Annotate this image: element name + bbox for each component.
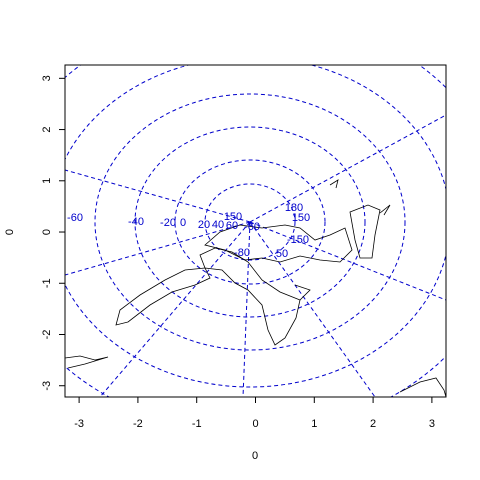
graticule-label: 20 (198, 219, 210, 231)
graticule-label: 180 (285, 202, 303, 214)
graticule-label: 0 (180, 217, 186, 229)
graticule-label: 60 (226, 220, 238, 232)
x-tick-label: -2 (133, 418, 143, 430)
y-tick-label: 0 (41, 229, 53, 235)
graticule-label: 150 (292, 212, 310, 224)
y-tick-label: 1 (41, 178, 53, 184)
x-tick-label: -1 (192, 418, 202, 430)
x-tick-label: 0 (252, 418, 258, 430)
x-axis-label: 0 (252, 450, 258, 462)
graticule (65, 65, 446, 397)
graticule-label: -20 (160, 217, 176, 229)
graticule-label: -80 (234, 247, 250, 259)
x-tick-label: 2 (370, 418, 376, 430)
graticule-label: -40 (128, 216, 144, 228)
y-tick-label: -3 (41, 381, 53, 391)
y-tick-label: 3 (41, 75, 53, 81)
graticule-label: -150 (287, 234, 309, 246)
graticule-label: -60 (67, 212, 83, 224)
x-tick-label: -3 (74, 418, 84, 430)
y-tick-label: 2 (41, 126, 53, 132)
y-tick-label: -1 (41, 278, 53, 288)
y-axis-label: 0 (4, 229, 16, 235)
x-tick-label: 1 (311, 418, 317, 430)
coastlines (65, 179, 446, 397)
graticule-label: 150 (224, 211, 242, 223)
graticule-label: 40 (212, 219, 224, 231)
x-tick-label: 3 (429, 418, 435, 430)
graticule-label: -60 (244, 221, 260, 233)
graticule-label: 50 (276, 248, 288, 260)
y-tick-label: -2 (41, 330, 53, 340)
